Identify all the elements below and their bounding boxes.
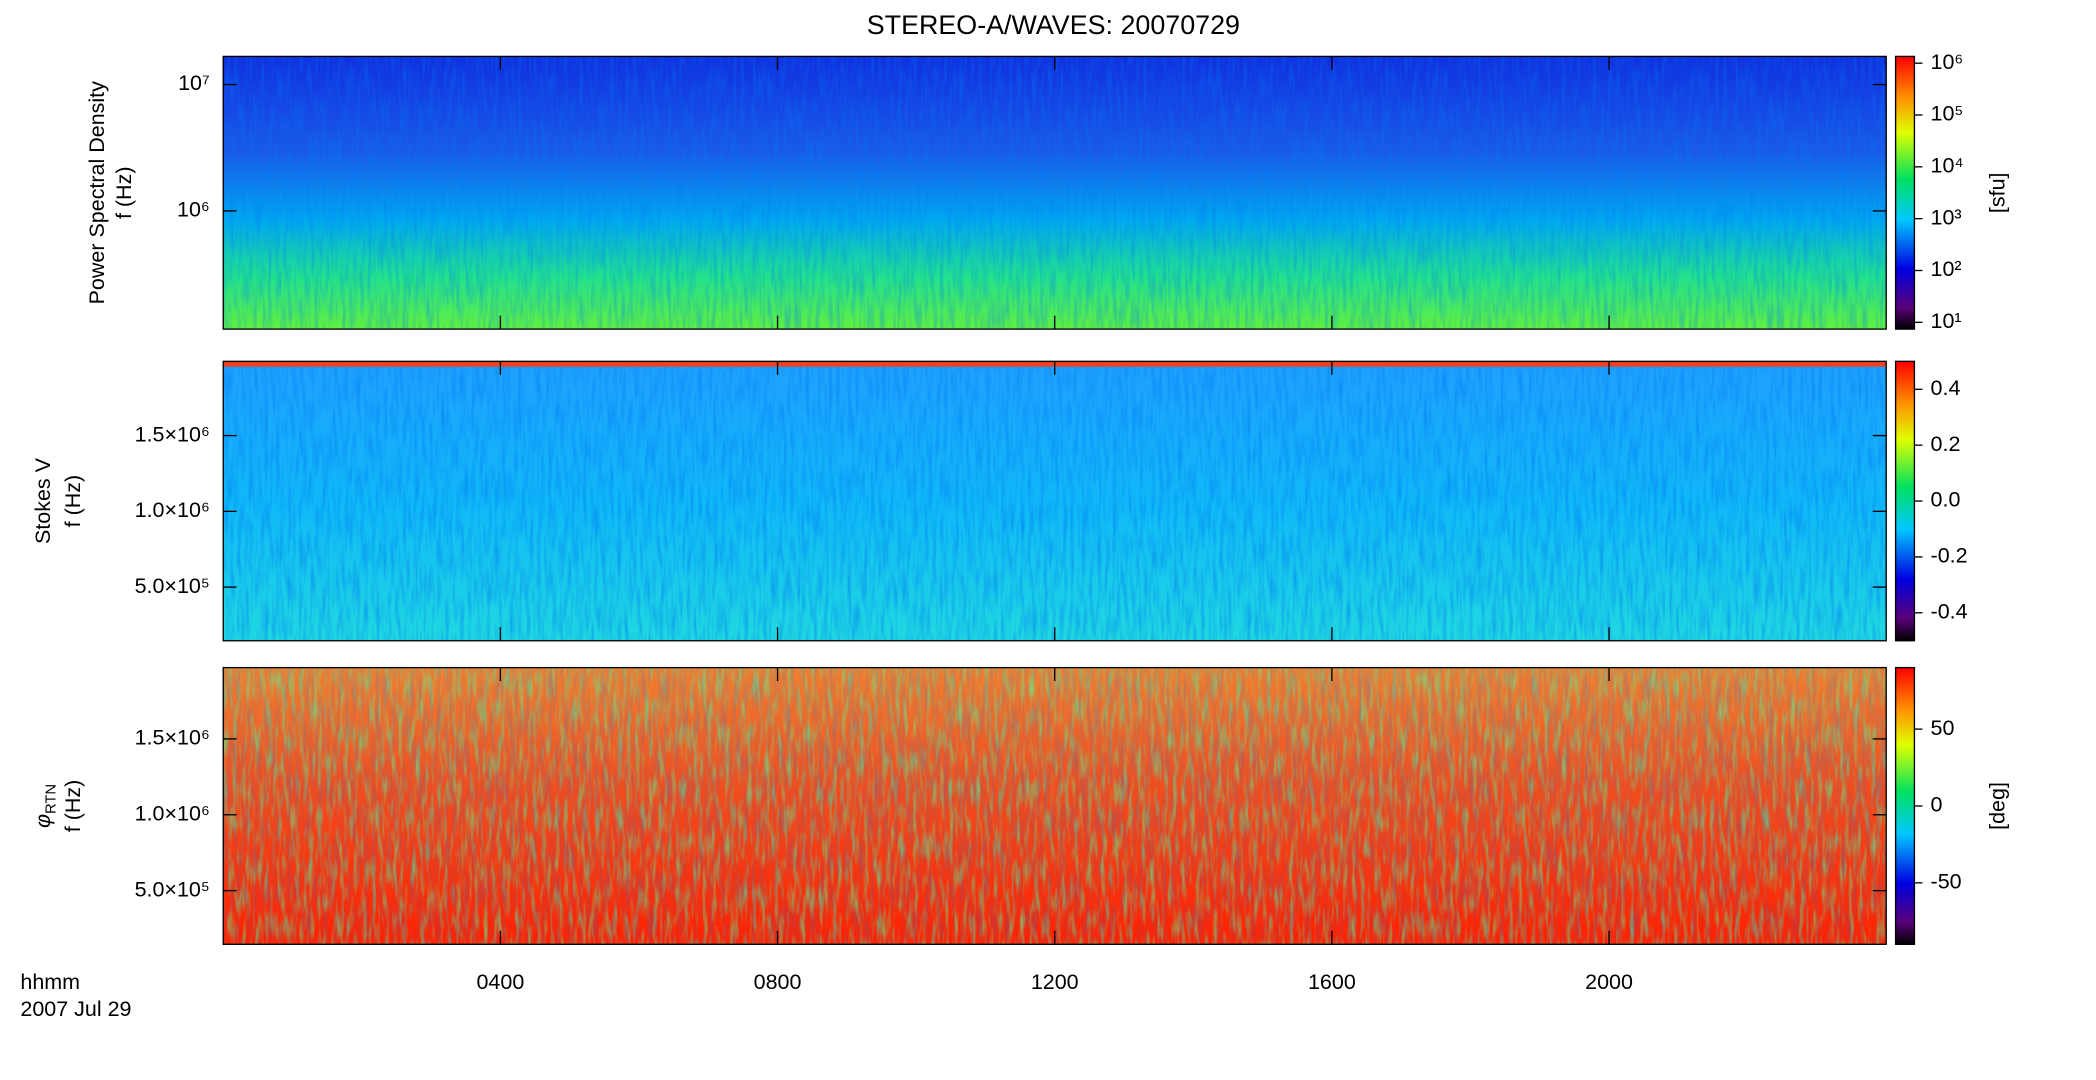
x-tick-label: 2000 — [1585, 970, 1633, 994]
y-tick-label: 1.0×10⁶ — [135, 498, 210, 522]
y-axis-label: Power Spectral Density — [85, 81, 109, 305]
y-axis-label-sub: RTN — [43, 784, 59, 814]
colorbar-tick-label: -0.2 — [1931, 544, 1968, 568]
y-tick-label: 1.5×10⁶ — [135, 726, 210, 750]
colorbar-tick-label: 10² — [1931, 257, 1962, 281]
spectrogram-texture — [223, 56, 1887, 330]
colorbar-tick-label: 0.0 — [1931, 488, 1961, 512]
colorbar-tick-label: 10⁴ — [1931, 154, 1964, 178]
y-axis-unit: f (Hz) — [61, 780, 85, 833]
y-tick-label: 5.0×10⁵ — [135, 877, 210, 901]
colorbar-tick-label: 10¹ — [1931, 309, 1962, 333]
spectrogram-texture — [223, 361, 1887, 641]
date-label: 2007 Jul 29 — [20, 997, 131, 1021]
y-axis-label: φRTN — [31, 784, 59, 828]
colorbar-tick-label: 10³ — [1931, 205, 1962, 229]
colorbar-tick-label: 10⁵ — [1931, 102, 1964, 126]
y-tick-label: 10⁶ — [177, 198, 210, 222]
colorbar-tick-label: 0.2 — [1931, 432, 1961, 456]
x-tick-label: 0400 — [476, 970, 524, 994]
colorbar-label: [deg] — [1986, 782, 2010, 830]
spectrogram-texture — [223, 667, 1887, 945]
colorbar-tick-label: -0.4 — [1931, 599, 1968, 623]
colorbar-tick-label: 50 — [1931, 716, 1955, 740]
colorbar-tick-label: -50 — [1931, 870, 1962, 894]
y-tick-label: 5.0×10⁵ — [135, 574, 210, 598]
x-axis-label: hhmm — [20, 970, 80, 994]
colorbar — [1894, 360, 1916, 642]
x-tick-label: 0800 — [754, 970, 802, 994]
colorbar-tick-label: 10⁶ — [1931, 50, 1964, 74]
colorbar-tick-label: 0 — [1931, 793, 1943, 817]
x-tick-label: 1600 — [1308, 970, 1356, 994]
y-axis-unit: f (Hz) — [61, 475, 85, 528]
colorbar-tick-label: 0.4 — [1931, 376, 1961, 400]
y-tick-label: 1.5×10⁶ — [135, 422, 210, 446]
colorbar — [1894, 55, 1916, 330]
colorbar — [1894, 666, 1916, 945]
x-tick-label: 1200 — [1031, 970, 1079, 994]
y-axis-unit: f (Hz) — [112, 167, 136, 220]
spectrogram-images — [223, 56, 1887, 945]
chart-title: STEREO-A/WAVES: 20070729 — [867, 10, 1240, 40]
y-tick-label: 1.0×10⁶ — [135, 801, 210, 825]
y-tick-label: 10⁷ — [178, 71, 210, 95]
colorbar-label: [sfu] — [1986, 172, 2010, 213]
y-axis-label: Stokes V — [31, 457, 55, 544]
